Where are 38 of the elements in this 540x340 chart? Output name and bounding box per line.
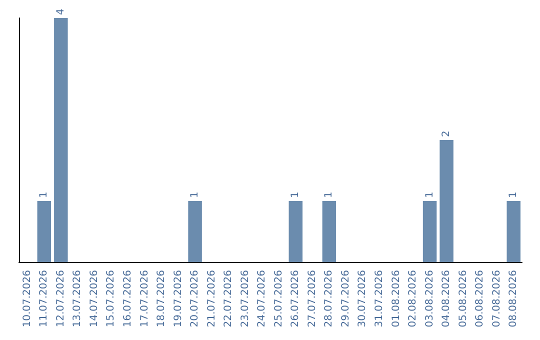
x-tick-label: 20.07.2026: [190, 270, 201, 328]
x-tick-label: 23.07.2026: [240, 270, 251, 328]
x-tick-label: 26.07.2026: [290, 270, 302, 328]
x-tick-label: 16.07.2026: [122, 270, 134, 328]
x-tick-label: 17.07.2026: [139, 270, 150, 328]
x-tick-label: 12.07.2026: [55, 270, 66, 328]
x-tick-label: 18.07.2026: [156, 270, 168, 328]
x-tick-label: 19.07.2026: [172, 270, 184, 328]
x-tick-label: 11.07.2026: [38, 270, 50, 328]
x-tick-label: 29.07.2026: [340, 270, 352, 328]
x-tick-label: 13.07.2026: [72, 270, 84, 328]
data-label: 1: [424, 192, 436, 198]
data-label: 1: [38, 192, 50, 198]
x-tick-label: 10.07.2026: [22, 270, 33, 328]
data-label: 2: [441, 130, 452, 137]
x-tick-label: 07.08.2026: [491, 270, 502, 328]
x-tick-label: 14.07.2026: [88, 270, 100, 328]
x-tick-label: 24.07.2026: [256, 270, 268, 328]
x-tick-label: 25.07.2026: [273, 270, 284, 328]
x-tick-label: 28.07.2026: [324, 270, 335, 328]
x-tick-label: 22.07.2026: [223, 270, 234, 328]
data-label: 4: [55, 8, 66, 15]
x-tick-label: 04.08.2026: [441, 270, 452, 328]
x-tick-label: 05.08.2026: [458, 270, 469, 328]
data-label: 1: [190, 192, 201, 198]
x-tick-label: 30.07.2026: [357, 270, 368, 328]
x-tick-label: 21.07.2026: [206, 270, 218, 328]
x-tick-label: 02.08.2026: [408, 270, 419, 328]
x-tick-label: 15.07.2026: [106, 270, 117, 328]
x-tick-label: 31.07.2026: [374, 270, 385, 328]
x-tick-label: 03.08.2026: [424, 270, 436, 328]
data-label: 1: [290, 192, 302, 198]
x-tick-label: 08.08.2026: [508, 270, 520, 328]
data-label: 1: [324, 192, 335, 198]
x-tick-label: 01.08.2026: [390, 270, 402, 328]
x-tick-label: 06.08.2026: [474, 270, 486, 328]
data-label: 1: [508, 192, 520, 198]
x-tick-label: 27.07.2026: [306, 270, 318, 328]
